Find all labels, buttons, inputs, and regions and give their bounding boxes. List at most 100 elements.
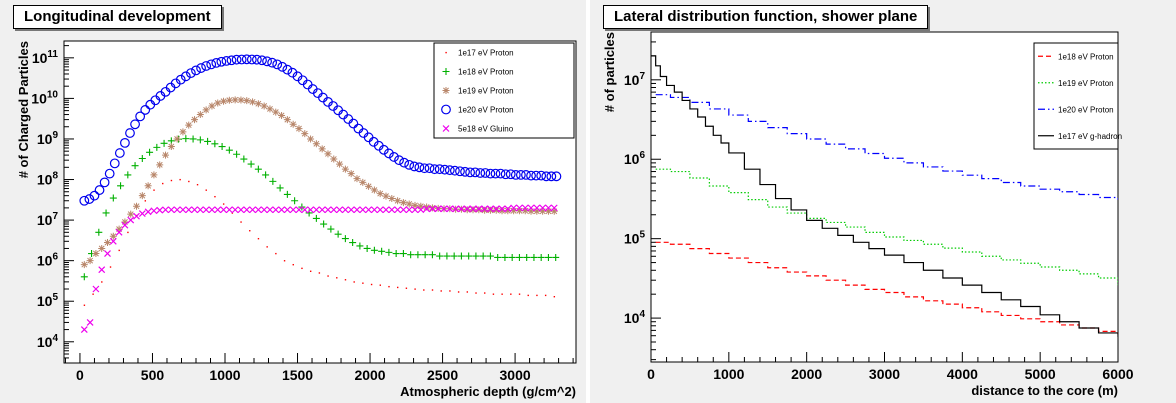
data-point	[225, 146, 233, 154]
data-point	[191, 65, 201, 76]
data-point	[536, 294, 538, 297]
data-point	[237, 206, 245, 214]
data-point	[80, 261, 88, 269]
data-point	[276, 184, 284, 192]
data-point	[254, 165, 262, 173]
data-point	[515, 170, 526, 180]
data-point	[104, 239, 112, 247]
data-point	[191, 206, 198, 214]
data-point	[214, 99, 222, 107]
x-tick-label: 2000	[354, 367, 385, 383]
data-point	[530, 253, 538, 261]
data-point	[101, 281, 103, 283]
data-point	[492, 205, 500, 213]
data-point	[246, 54, 257, 65]
data-point	[127, 216, 135, 224]
data-point	[307, 135, 315, 143]
data-point	[363, 244, 371, 252]
data-point	[133, 212, 140, 220]
legend-label: 5e18 eV Gluino	[458, 125, 514, 134]
data-point	[388, 206, 396, 214]
data-point	[423, 289, 425, 291]
x-tick-label: 4000	[947, 366, 978, 382]
data-point	[429, 164, 440, 175]
data-point	[336, 277, 338, 279]
data-point	[278, 111, 286, 119]
data-point	[531, 170, 542, 181]
data-point	[498, 207, 506, 215]
data-point	[508, 253, 516, 261]
data-point	[84, 194, 95, 204]
data-point	[206, 59, 217, 70]
data-point	[131, 162, 139, 170]
data-point	[115, 228, 123, 236]
data-point	[185, 206, 193, 214]
data-point	[179, 178, 181, 181]
data-point	[240, 155, 248, 163]
data-point	[133, 202, 141, 210]
legend-label: 1e20 eV Proton	[1058, 105, 1114, 114]
data-point	[414, 288, 416, 290]
data-point	[267, 57, 278, 68]
data-point	[518, 293, 521, 295]
data-point	[94, 185, 105, 195]
data-point	[365, 206, 373, 214]
data-point	[121, 218, 129, 226]
series-1e19-ev-proton	[80, 96, 558, 269]
data-point	[260, 102, 268, 110]
data-point	[349, 239, 357, 247]
data-point	[324, 150, 332, 158]
data-point	[388, 285, 390, 288]
data-point	[405, 200, 413, 208]
data-point	[460, 166, 470, 177]
data-point	[424, 163, 435, 174]
data-point	[272, 108, 280, 116]
data-point	[220, 206, 227, 214]
data-point	[249, 206, 256, 214]
data-point	[442, 68, 450, 75]
data-point	[221, 56, 232, 66]
data-point	[515, 207, 523, 215]
y-tick-label: 108	[37, 171, 59, 188]
data-point	[109, 158, 120, 169]
plot-area	[79, 54, 562, 334]
data-point	[370, 246, 378, 254]
data-point	[330, 155, 338, 163]
data-point	[99, 177, 110, 188]
data-point	[515, 253, 523, 261]
data-point	[170, 179, 173, 182]
data-point	[121, 221, 129, 229]
data-point	[365, 182, 373, 190]
lateral-chart: 0 1000 2000 3000 4000 5000 6000 104 105 106 107 dis…	[602, 31, 1134, 398]
data-point	[201, 61, 212, 71]
x-axis-label: Atmospheric depth (g/cm^2)	[400, 384, 576, 399]
data-point	[301, 267, 303, 270]
data-point	[428, 205, 436, 213]
data-point	[444, 165, 455, 176]
legend-label: 1e19 eV Proton	[458, 87, 514, 96]
series-1e20-ev-proton	[79, 54, 562, 206]
data-point	[138, 154, 146, 162]
data-point	[167, 143, 175, 151]
data-point	[449, 165, 460, 176]
data-point	[283, 206, 291, 214]
data-point	[411, 201, 419, 209]
data-point	[225, 96, 233, 104]
data-point	[218, 143, 226, 151]
data-point	[309, 270, 312, 272]
data-point	[449, 290, 451, 292]
data-point	[208, 206, 216, 214]
data-point	[521, 170, 531, 180]
data-point	[370, 283, 373, 286]
data-point	[216, 56, 227, 67]
data-point	[550, 207, 558, 215]
y-tick-label: 107	[37, 211, 59, 228]
legend-box	[433, 42, 575, 139]
y-tick-label: 107	[624, 71, 646, 88]
data-point	[399, 250, 407, 258]
data-point	[552, 253, 560, 261]
x-tick-label: 3000	[869, 366, 900, 382]
data-point	[120, 137, 130, 148]
data-point	[191, 116, 199, 124]
data-point	[553, 296, 556, 298]
